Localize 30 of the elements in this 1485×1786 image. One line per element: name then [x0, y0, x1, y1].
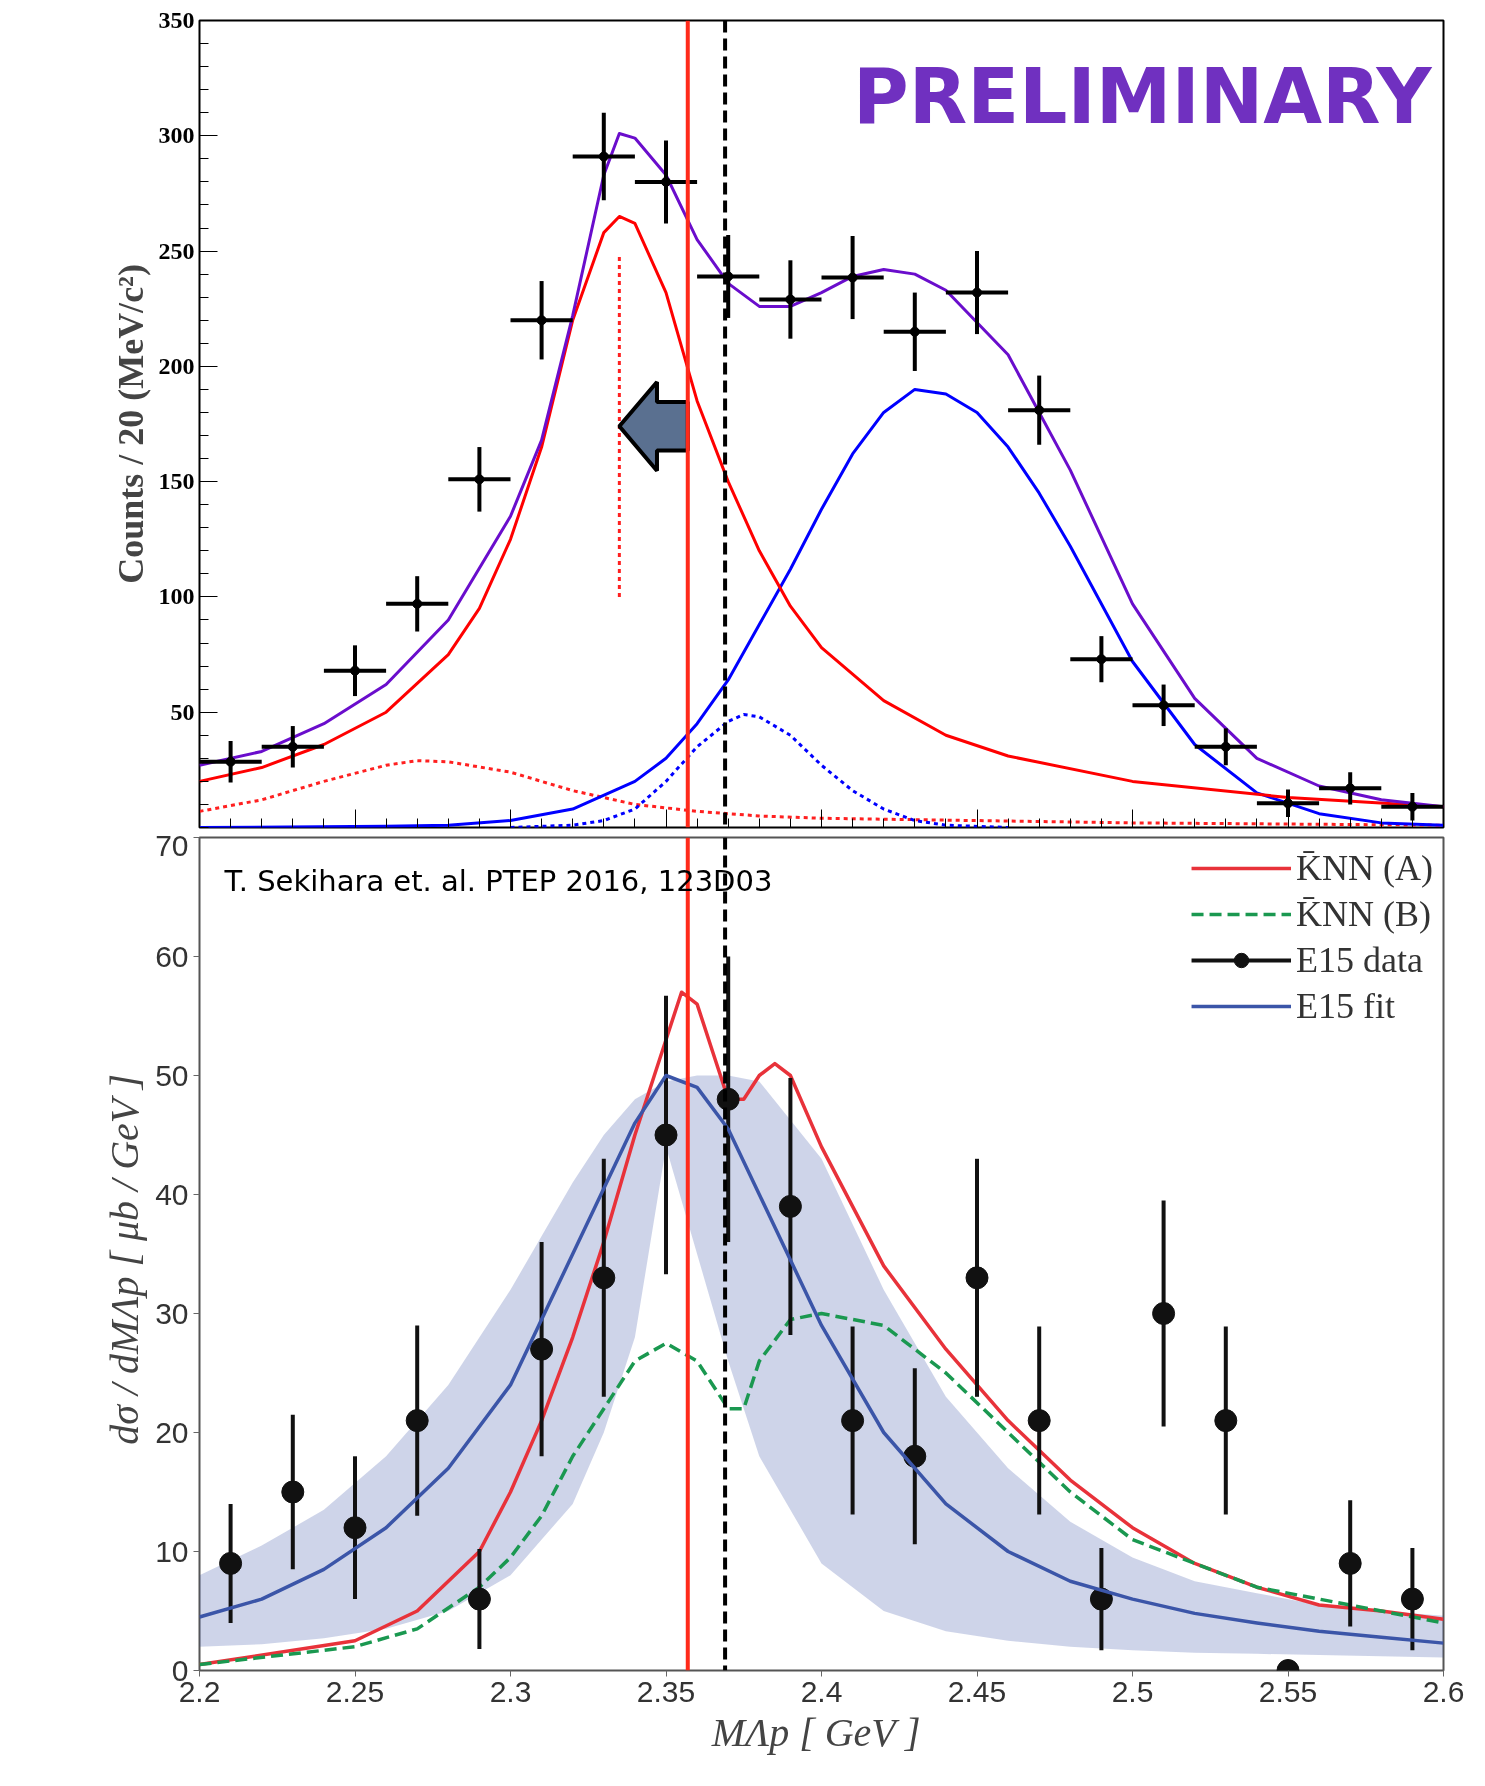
legend-label: E15 fit: [1296, 985, 1396, 1027]
x-tick-label: 2.45: [947, 1674, 1007, 1708]
y-tick-label: 40: [155, 1177, 189, 1211]
y-tick-label: 350: [158, 7, 195, 33]
legend-label: K̄NN (B): [1296, 893, 1432, 935]
y-tick-label: 50: [170, 698, 195, 725]
y-tick-label: 150: [158, 468, 195, 495]
x-tick-label: 2.6: [1422, 1674, 1465, 1708]
y-tick-label: 30: [155, 1296, 189, 1330]
y-axis-title: Counts / 20 (MeV/c²): [110, 264, 151, 584]
y-tick-label: 70: [155, 828, 189, 862]
x-axis-title: MΛp [ GeV ]: [710, 1709, 921, 1755]
y-tick-label: 300: [158, 122, 195, 149]
x-tick-label: 2.25: [325, 1674, 385, 1708]
legend-label: E15 data: [1296, 939, 1423, 981]
y-tick-label: 200: [158, 352, 195, 379]
y-tick-label: 60: [155, 939, 189, 973]
x-tick-label: 2.3: [489, 1674, 532, 1708]
y-tick-label: 250: [158, 237, 195, 264]
x-tick-label: 2.55: [1258, 1674, 1318, 1708]
legend-label: K̄NN (A): [1296, 847, 1433, 889]
y-tick-label: 100: [158, 583, 195, 610]
y-tick-label: 20: [155, 1415, 189, 1449]
x-tick-label: 2.5: [1111, 1674, 1154, 1708]
y-axis-title: dσ / dMΛp [ μb / GeV ]: [102, 1073, 148, 1445]
x-tick-label: 2.4: [800, 1674, 843, 1708]
annotation: PRELIMINARY: [852, 51, 1433, 141]
y-tick-label: 10: [155, 1534, 189, 1568]
x-tick-label: 2.35: [636, 1674, 696, 1708]
y-tick-label: 50: [155, 1058, 189, 1092]
